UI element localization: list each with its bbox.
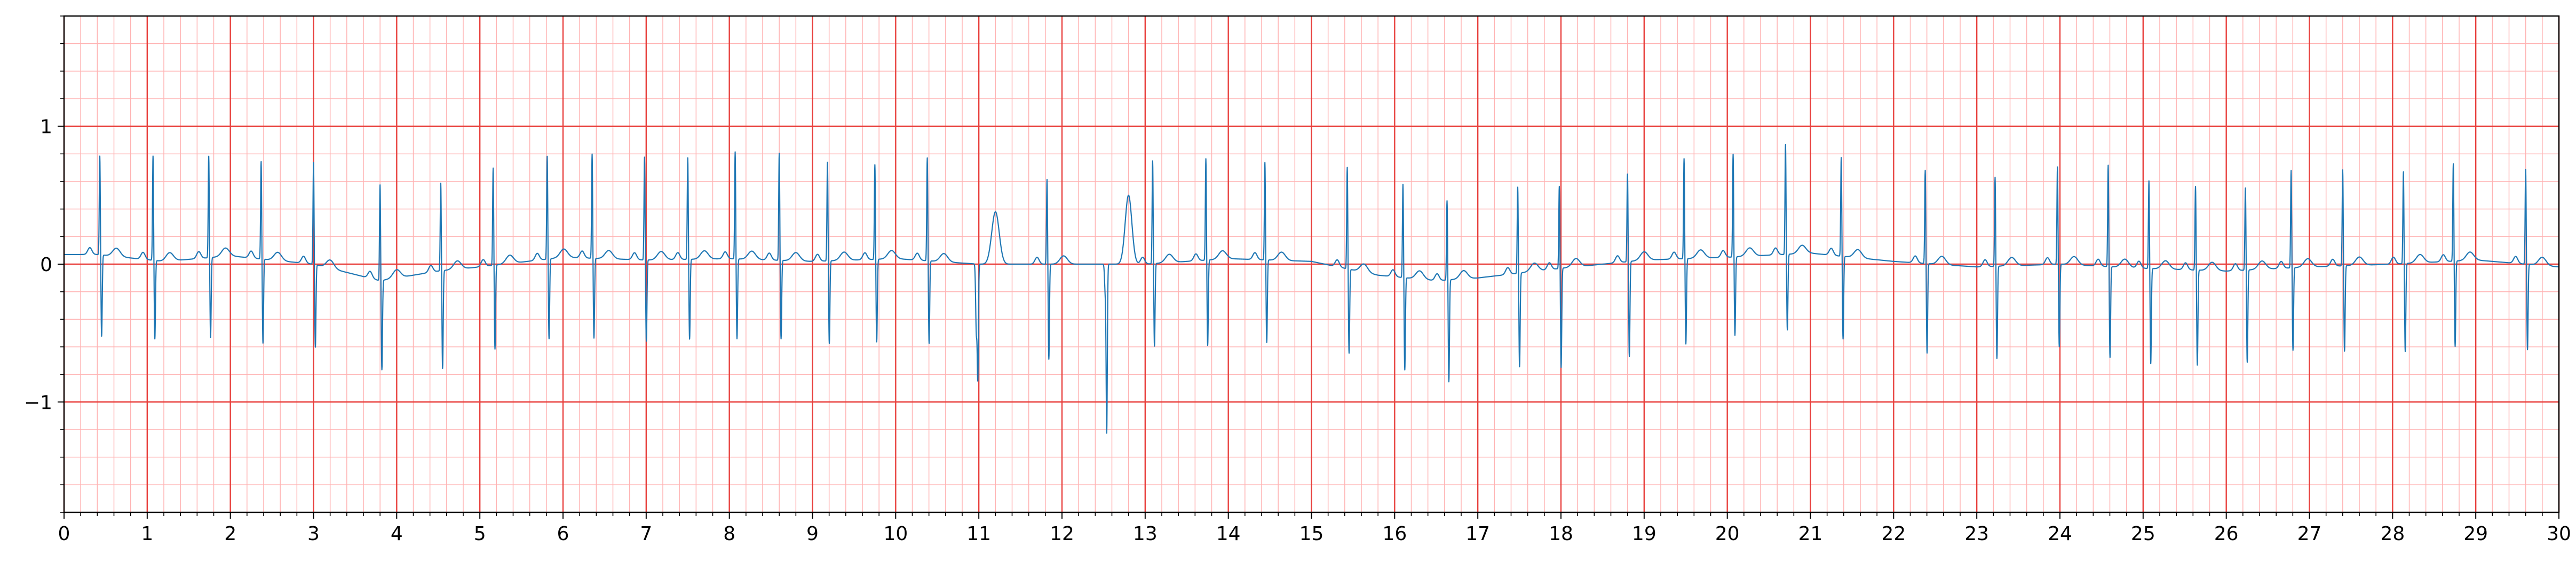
x-tick-label: 9: [806, 523, 819, 545]
tick-labels: 0 1 2 3 4 5 6 7 8 9 10 11 12 13 14 15 16 17 18 19 20 21 22 23 24…: [24, 116, 2571, 545]
x-tick-label: 19: [1632, 523, 1656, 545]
x-tick-label: 14: [1216, 523, 1241, 545]
x-tick-label: 0: [58, 523, 70, 545]
x-tick-label: 5: [474, 523, 486, 545]
x-tick-label: 30: [2547, 523, 2571, 545]
x-tick-label: 21: [1798, 523, 1823, 545]
x-tick-label: 15: [1299, 523, 1324, 545]
x-tick-label: 23: [1964, 523, 1989, 545]
trace-layer: [64, 144, 2559, 434]
x-tick-label: 22: [1881, 523, 1906, 545]
x-tick-label: 28: [2380, 523, 2405, 545]
x-tick-label: 7: [640, 523, 652, 545]
x-tick-label: 20: [1715, 523, 1740, 545]
x-tick-label: 17: [1465, 523, 1490, 545]
x-tick-label: 4: [391, 523, 403, 545]
y-tick-label: 0: [40, 254, 52, 276]
ecg-trace-line: [64, 144, 2559, 434]
x-tick-label: 12: [1050, 523, 1074, 545]
x-tick-label: 13: [1133, 523, 1158, 545]
x-tick-label: 6: [557, 523, 569, 545]
x-tick-label: 27: [2297, 523, 2322, 545]
x-tick-label: 29: [2463, 523, 2488, 545]
x-tick-label: 16: [1382, 523, 1407, 545]
y-tick-label: 1: [40, 116, 52, 138]
x-tick-label: 25: [2131, 523, 2155, 545]
x-tick-label: 8: [723, 523, 735, 545]
x-tick-label: 3: [307, 523, 320, 545]
x-tick-label: 24: [2048, 523, 2072, 545]
x-tick-label: 10: [883, 523, 908, 545]
x-tick-label: 26: [2214, 523, 2239, 545]
x-tick-label: 2: [224, 523, 236, 545]
x-tick-label: 18: [1549, 523, 1573, 545]
x-tick-label: 1: [141, 523, 153, 545]
y-tick-label: −1: [24, 392, 52, 414]
tick-marks: [58, 15, 2559, 519]
x-tick-label: 11: [966, 523, 991, 545]
